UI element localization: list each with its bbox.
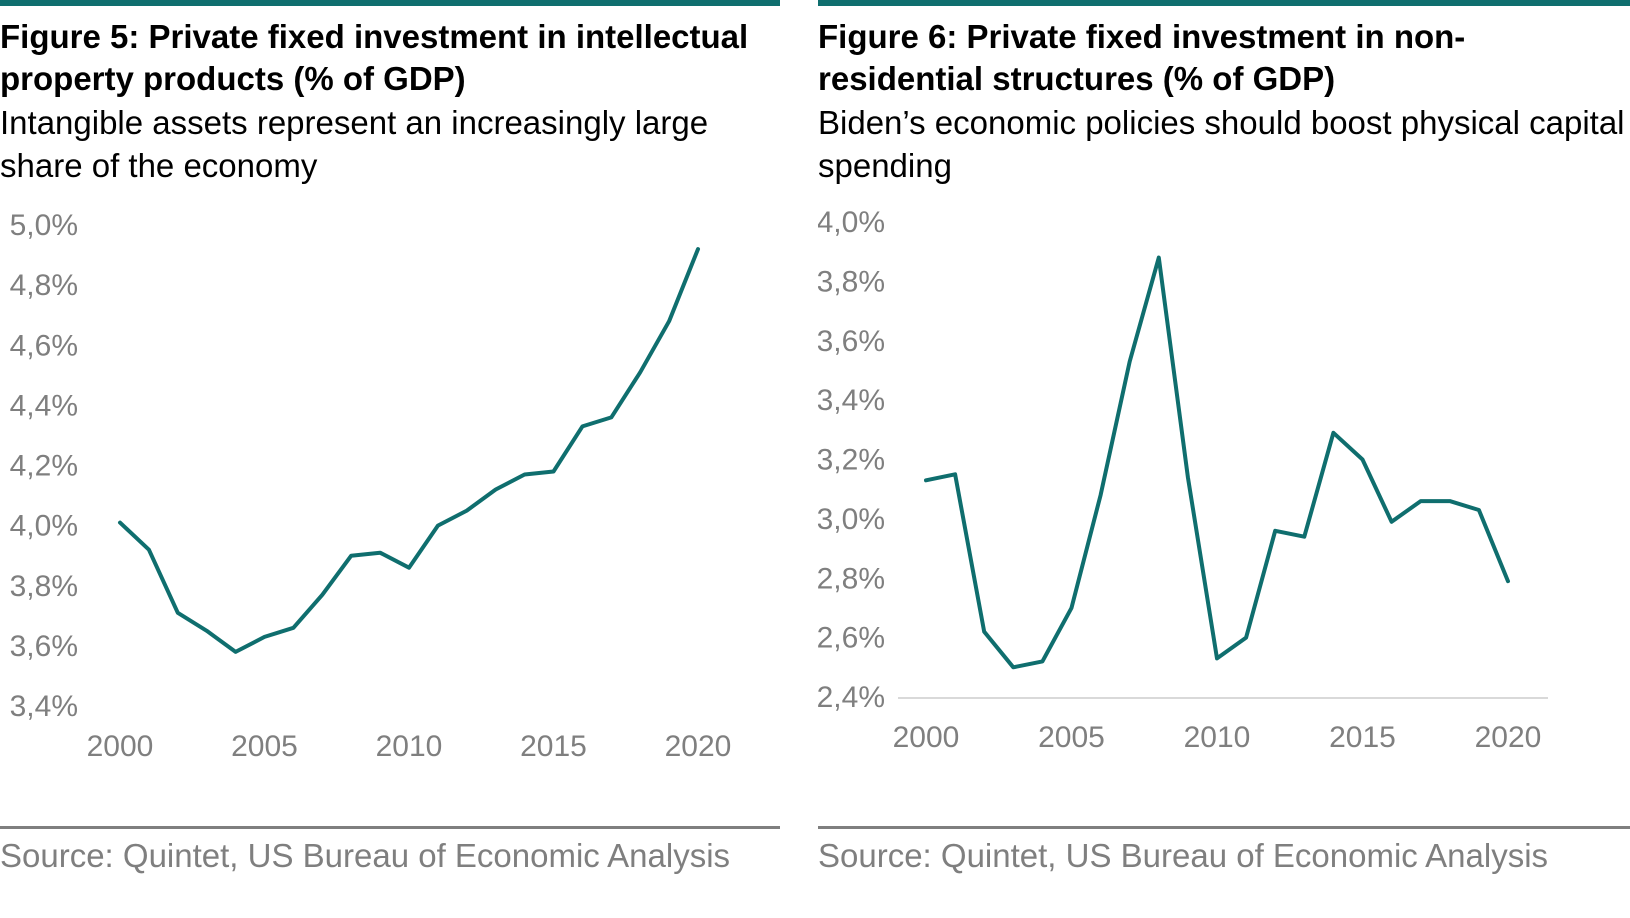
y-tick-label: 3,4% bbox=[818, 384, 885, 417]
y-tick-label: 4,0% bbox=[10, 510, 78, 543]
y-tick-label: 4,4% bbox=[10, 389, 78, 422]
y-tick-label: 4,2% bbox=[10, 450, 78, 483]
x-tick-label: 2000 bbox=[893, 721, 960, 754]
figure-title: Figure 5: Private fixed investment in in… bbox=[0, 18, 749, 97]
y-tick-label: 3,4% bbox=[10, 690, 78, 723]
y-tick-label: 3,2% bbox=[818, 444, 885, 477]
figure-subtitle: Biden’s economic policies should boost p… bbox=[818, 104, 1625, 184]
y-tick-label: 3,6% bbox=[818, 325, 885, 358]
x-tick-label: 2010 bbox=[376, 730, 443, 760]
y-tick-label: 3,0% bbox=[818, 503, 885, 536]
y-tick-label: 5,0% bbox=[10, 209, 78, 242]
figure-6-chart: 2,4% 2,6% 2,8% 3,0% 3,2% 3,4% 3,6% 3,8% 4,0% 2000… bbox=[818, 206, 1548, 754]
x-tick-label: 2005 bbox=[231, 730, 298, 760]
series-line bbox=[924, 255, 1510, 670]
y-tick-label: 2,6% bbox=[818, 622, 885, 655]
top-rule bbox=[818, 0, 1630, 6]
y-tick-label: 4,0% bbox=[818, 206, 885, 239]
y-tick-label: 3,8% bbox=[10, 570, 78, 603]
figure-5-chart: 3,4% 3,6% 3,8% 4,0% 4,2% 4,4% 4,6% 4,8% 5,0% 2000… bbox=[10, 209, 732, 760]
top-rule bbox=[0, 0, 780, 6]
source-note: Source: Quintet, US Bureau of Economic A… bbox=[818, 837, 1549, 874]
y-tick-label: 4,6% bbox=[10, 329, 78, 362]
y-tick-label: 4,8% bbox=[10, 269, 78, 302]
x-tick-label: 2010 bbox=[1184, 721, 1251, 754]
figure-6-panel: Figure 6: Private fixed investment in no… bbox=[818, 0, 1630, 874]
y-tick-label: 3,6% bbox=[10, 630, 78, 663]
x-tick-label: 2005 bbox=[1038, 721, 1105, 754]
bottom-rule bbox=[818, 826, 1630, 829]
bottom-rule bbox=[0, 826, 780, 829]
series-line bbox=[118, 247, 700, 654]
y-tick-label: 3,8% bbox=[818, 265, 885, 298]
x-tick-label: 2020 bbox=[665, 730, 732, 760]
x-tick-label: 2000 bbox=[87, 730, 154, 760]
x-tick-label: 2020 bbox=[1475, 721, 1542, 754]
x-tick-label: 2015 bbox=[1329, 721, 1396, 754]
y-tick-label: 2,8% bbox=[818, 562, 885, 595]
figure-5-panel: Figure 5: Private fixed investment in in… bbox=[0, 0, 780, 874]
y-tick-label: 2,4% bbox=[818, 681, 885, 714]
source-note: Source: Quintet, US Bureau of Economic A… bbox=[0, 837, 731, 874]
x-tick-label: 2015 bbox=[520, 730, 587, 760]
figure-title: Figure 6: Private fixed investment in no… bbox=[818, 18, 1466, 97]
figure-subtitle: Intangible assets represent an increasin… bbox=[0, 104, 709, 184]
